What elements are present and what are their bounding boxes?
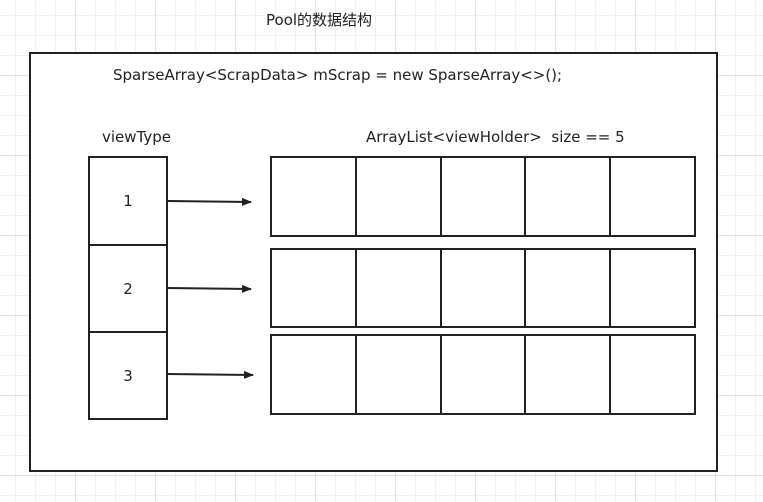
view-type-label: viewType xyxy=(102,128,171,146)
view-type-value: 3 xyxy=(123,366,133,385)
arrow-right-icon xyxy=(166,284,252,293)
viewholder-slot xyxy=(524,158,609,235)
arrow-right-icon xyxy=(166,370,254,379)
view-type-cell: 1 xyxy=(90,158,166,244)
cell-divider xyxy=(90,244,166,246)
viewholder-array-row-3 xyxy=(270,334,696,415)
cell-divider xyxy=(90,331,166,333)
viewholder-array-row-1 xyxy=(270,156,696,237)
view-type-cell: 2 xyxy=(90,246,166,332)
viewholder-slot xyxy=(439,336,525,413)
viewholder-array-row-2 xyxy=(270,248,696,328)
diagram-title: Pool的数据结构 xyxy=(266,11,373,29)
array-list-label: ArrayList<viewHolder> size == 5 xyxy=(366,128,625,146)
view-type-cell: 3 xyxy=(90,333,166,418)
viewholder-slot xyxy=(354,158,440,235)
arrow-right-icon xyxy=(166,197,252,206)
viewholder-slot xyxy=(609,250,694,326)
view-type-value: 2 xyxy=(123,280,133,298)
viewholder-slot xyxy=(609,336,694,413)
view-type-value: 1 xyxy=(123,192,133,210)
viewholder-slot xyxy=(524,250,609,326)
viewholder-slot xyxy=(609,158,694,235)
viewholder-slot xyxy=(439,250,525,326)
viewholder-slot xyxy=(354,250,440,326)
pool-container xyxy=(29,52,718,472)
viewholder-slot xyxy=(354,336,440,413)
viewholder-slot xyxy=(439,158,525,235)
viewholder-slot xyxy=(524,336,609,413)
code-declaration: SparseArray<ScrapData> mScrap = new Spar… xyxy=(113,66,563,84)
